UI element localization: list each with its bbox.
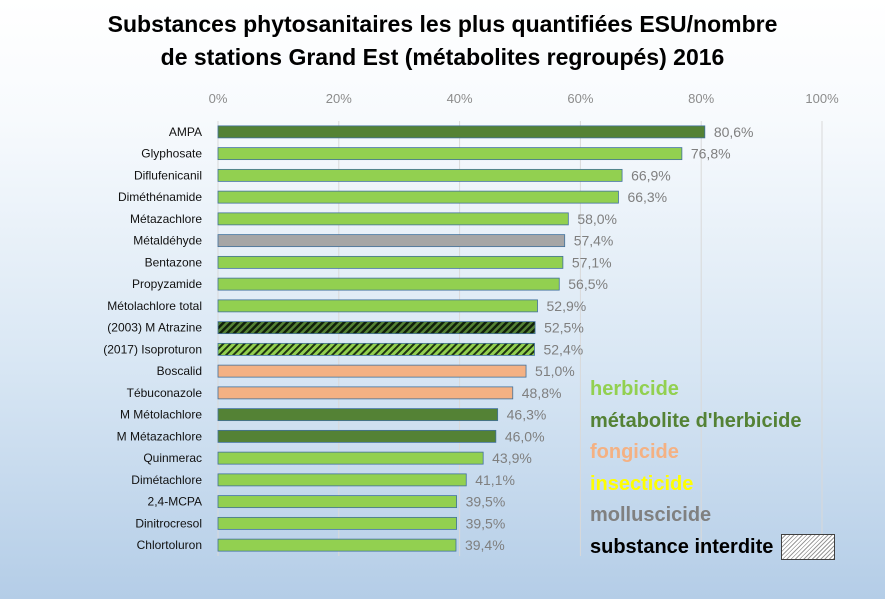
legend-item-molluscicide: molluscicide [590,500,880,532]
bar [217,255,564,269]
bar [217,495,457,509]
category-labels: AMPA Glyphosate Diflufenicanil Diméthénamid… [103,125,202,552]
legend: herbicide métabolite d'herbicide fongici… [590,374,880,563]
value-label: 57,1% [572,254,612,270]
value-label: 80,6% [714,124,754,140]
chart-title: Substances phytosanitaires les plus quan… [0,8,885,74]
category-label: 2,4-MCPA [148,495,202,509]
x-tick-label: 100% [805,91,839,106]
bar [217,190,619,204]
value-label: 76,8% [691,146,731,162]
x-axis-ticks: 0% 20% 40% 60% 80% 100% [209,91,839,106]
bar [217,408,499,422]
legend-label-insecticide: insecticide [590,472,694,495]
value-label: 39,5% [466,515,506,531]
chart-title-line-2: de stations Grand Est (métabolites regro… [160,44,725,70]
category-label: Diméthénamide [118,190,202,204]
value-labels: 80,6% 76,8% 66,9% 66,3% 58,0% 57,4% 57,1% 56,5%… [465,124,754,553]
bar [217,321,536,335]
x-tick-label: 20% [326,91,352,106]
value-label: 58,0% [577,211,617,227]
bar [217,473,467,487]
category-label: Dimétachlore [131,473,202,487]
value-label: 43,9% [492,450,532,466]
bar [217,364,527,378]
legend-label-banned: substance interdite [590,535,774,558]
legend-item-fongicide: fongicide [590,437,880,469]
bar [217,277,560,291]
value-label: 46,0% [505,428,545,444]
bar [217,516,457,530]
value-label: 39,4% [465,537,505,553]
value-label: 52,9% [547,298,587,314]
category-label: Bentazone [145,255,203,269]
bar [217,342,535,356]
category-label: Métolachlore total [107,299,202,313]
category-label: Tébuconazole [127,386,203,400]
bar [217,212,569,226]
legend-item-herbicide: herbicide [590,374,880,406]
x-tick-label: 0% [209,91,228,106]
bar [217,299,538,313]
category-label: Dinitrocresol [135,516,202,530]
legend-item-banned: substance interdite [590,532,880,564]
bar [217,386,514,400]
bar [217,451,484,465]
value-label: 52,4% [543,341,583,357]
legend-item-insecticide: insecticide [590,469,880,501]
category-label: Diflufenicanil [134,168,202,182]
bar [217,538,457,552]
value-label: 56,5% [568,276,608,292]
bar [217,125,706,139]
category-label: M Métazachlore [117,429,203,443]
legend-item-metabolite: métabolite d'herbicide [590,406,880,438]
category-label: Métaldéhyde [133,234,202,248]
category-label: AMPA [169,125,202,139]
value-label: 52,5% [544,320,584,336]
x-tick-label: 80% [688,91,714,106]
legend-label-metabolite: métabolite d'herbicide [590,409,802,432]
x-tick-label: 60% [567,91,593,106]
chart-title-line-1: Substances phytosanitaires les plus quan… [107,11,778,37]
category-label: (2017) Isoproturon [103,342,202,356]
category-label: (2003) M Atrazine [107,321,202,335]
value-label: 66,9% [631,167,671,183]
legend-hatch-swatch [781,534,836,561]
category-label: M Métolachlore [120,408,202,422]
value-label: 41,1% [475,472,515,488]
category-label: Métazachlore [130,212,202,226]
bar [217,234,566,248]
bar [217,429,497,443]
value-label: 57,4% [574,233,614,249]
x-tick-label: 40% [447,91,473,106]
legend-label-molluscicide: molluscicide [590,504,712,526]
value-label: 51,0% [535,363,575,379]
legend-label-fongicide: fongicide [590,441,679,463]
bar [217,168,623,182]
category-label: Quinmerac [143,451,202,465]
value-label: 39,5% [466,494,506,510]
category-label: Propyzamide [132,277,202,291]
category-label: Boscalid [157,364,202,378]
value-label: 46,3% [507,407,547,423]
value-label: 66,3% [627,189,667,205]
bars [217,125,706,552]
category-label: Chlortoluron [137,538,202,552]
legend-label-herbicide: herbicide [590,378,679,400]
bar [217,147,683,161]
value-label: 48,8% [522,385,562,401]
category-label: Glyphosate [141,147,202,161]
